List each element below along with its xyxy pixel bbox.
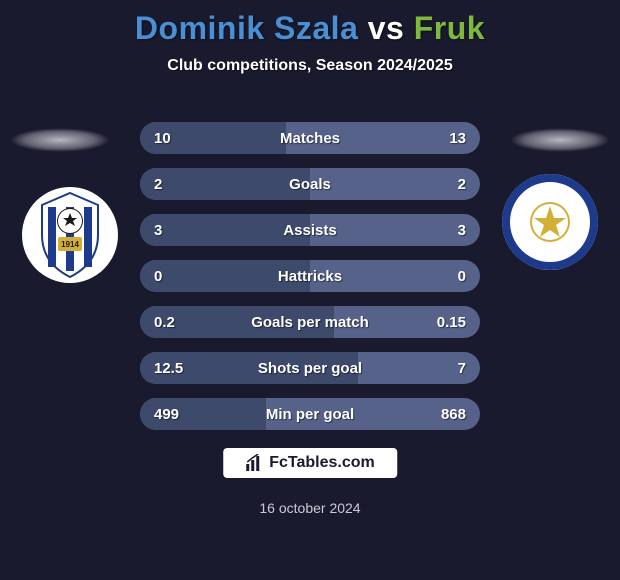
date-text: 16 october 2024 bbox=[0, 500, 620, 516]
stat-right-value: 0.15 bbox=[437, 314, 466, 331]
stat-row: 499Min per goal868 bbox=[140, 398, 480, 430]
stat-label: Hattricks bbox=[140, 268, 480, 285]
stat-right-value: 868 bbox=[441, 406, 466, 423]
player2-name: Fruk bbox=[414, 10, 485, 46]
stat-right-value: 7 bbox=[458, 360, 466, 377]
stat-row: 10Matches13 bbox=[140, 122, 480, 154]
chart-icon bbox=[245, 454, 263, 472]
fctables-text: FcTables.com bbox=[269, 454, 375, 472]
player2-club-crest: HNK R I J E K A bbox=[500, 172, 600, 272]
right-crest-shadow bbox=[510, 128, 610, 152]
comparison-title: Dominik Szala vs Fruk bbox=[0, 0, 620, 47]
fctables-watermark: FcTables.com bbox=[223, 448, 397, 478]
stat-row: 0Hattricks0 bbox=[140, 260, 480, 292]
player1-club-crest: 1914 bbox=[20, 185, 120, 285]
stat-right-value: 0 bbox=[458, 268, 466, 285]
stat-label: Matches bbox=[140, 130, 480, 147]
stat-right-value: 2 bbox=[458, 176, 466, 193]
hnk-rijeka-icon: HNK R I J E K A bbox=[500, 172, 600, 272]
vs-text: vs bbox=[368, 10, 405, 46]
stat-label: Min per goal bbox=[140, 406, 480, 423]
stat-label: Assists bbox=[140, 222, 480, 239]
stat-row: 3Assists3 bbox=[140, 214, 480, 246]
stat-row: 2Goals2 bbox=[140, 168, 480, 200]
svg-text:HNK: HNK bbox=[540, 184, 560, 194]
stat-row: 12.5Shots per goal7 bbox=[140, 352, 480, 384]
stats-container: 10Matches13 2Goals2 3Assists3 0Hattricks0 0.… bbox=[140, 122, 480, 444]
subtitle: Club competitions, Season 2024/2025 bbox=[0, 57, 620, 75]
nk-lokomotiva-icon: 1914 bbox=[20, 185, 120, 285]
stat-label: Goals bbox=[140, 176, 480, 193]
player1-name: Dominik Szala bbox=[135, 10, 358, 46]
stat-right-value: 13 bbox=[449, 130, 466, 147]
stat-label: Shots per goal bbox=[140, 360, 480, 377]
left-crest-shadow bbox=[10, 128, 110, 152]
svg-text:1914: 1914 bbox=[61, 240, 79, 249]
stat-label: Goals per match bbox=[140, 314, 480, 331]
stat-row: 0.2Goals per match0.15 bbox=[140, 306, 480, 338]
stat-right-value: 3 bbox=[458, 222, 466, 239]
